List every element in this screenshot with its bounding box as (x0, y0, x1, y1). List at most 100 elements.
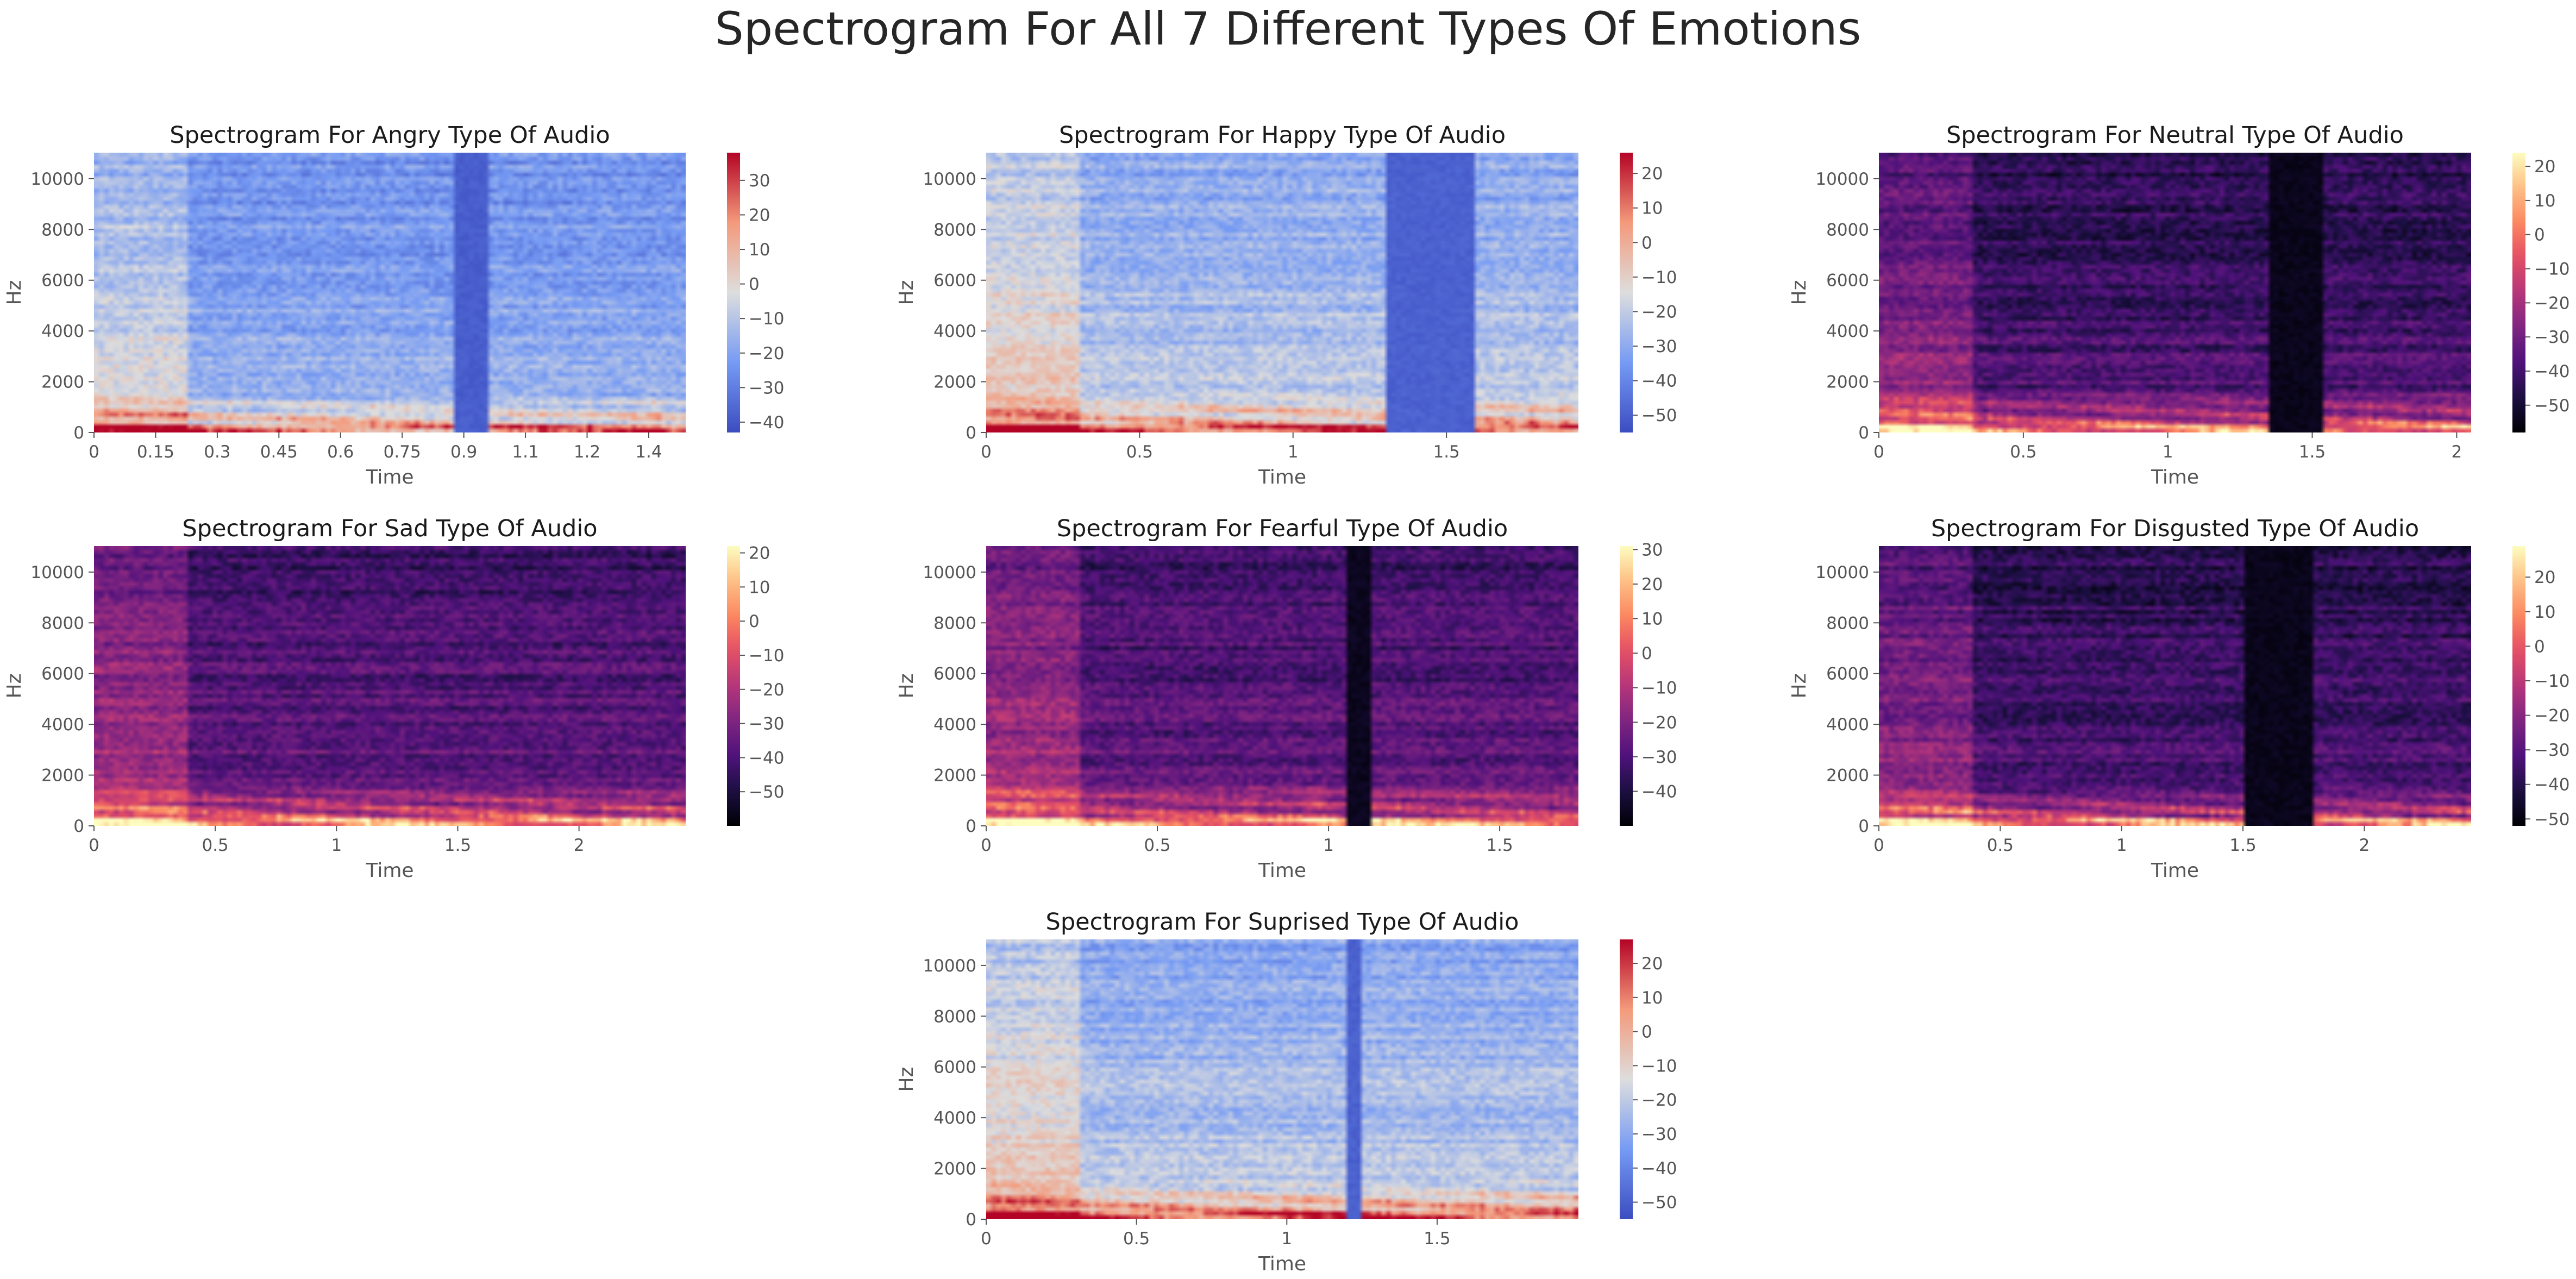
colorbar-tick-label: −20 (749, 344, 784, 363)
colorbar-tick-label: −10 (1641, 679, 1677, 698)
y-tick-label: 6000 (933, 664, 976, 684)
colorbar-tick-label: −40 (1641, 372, 1677, 391)
colorbar-tick-label: −40 (749, 413, 784, 432)
colorbar-tick-label: −40 (2534, 362, 2569, 381)
colorbar-tick-label: −50 (1641, 406, 1677, 425)
spectrogram-panel-6: Spectrogram For Disgusted Type Of Audio 0… (1788, 515, 2569, 882)
y-tick-label: 4000 (933, 715, 976, 735)
colorbar-tick-label: 0 (1641, 233, 1652, 253)
y-tick-label: 2000 (1826, 373, 1869, 392)
colorbar-tick-label: −30 (1641, 337, 1677, 356)
x-tick-label: 1 (1323, 836, 1334, 855)
panel-title: Spectrogram For Angry Type Of Audio (170, 122, 610, 149)
spectrogram-panel-7: Spectrogram For Suprised Type Of Audio 0 0… (895, 908, 1677, 1275)
colorbar-tick-label: −30 (749, 714, 784, 734)
colorbar-tick-label: −30 (749, 378, 784, 398)
x-axis-label: Time (365, 466, 413, 488)
x-tick-label: 0 (981, 836, 992, 855)
colorbar-tick-label: −10 (1641, 1056, 1677, 1076)
x-tick-label: 0 (89, 442, 99, 462)
x-tick-label: 2 (574, 836, 585, 855)
spectrogram-panel-5: Spectrogram For Fearful Type Of Audio 0 0.… (895, 515, 1677, 882)
spectrogram-panel-1: Spectrogram For Angry Type Of Audio 0 0.15… (3, 122, 784, 488)
spectrogram-panel-3: Spectrogram For Neutral Type Of Audio 0 0.… (1788, 122, 2569, 488)
x-tick-label: 0 (89, 836, 99, 855)
y-tick-label: 6000 (1826, 271, 1869, 291)
colorbar-tick-label: −30 (2534, 741, 2569, 760)
colorbar-tick-label: 10 (749, 240, 770, 260)
panel-title: Spectrogram For Neutral Type Of Audio (1946, 122, 2404, 149)
panel-title: Spectrogram For Disgusted Type Of Audio (1931, 515, 2419, 542)
colorbar-tick-label: 20 (1641, 164, 1663, 184)
colorbar-tick-label: 10 (1641, 199, 1663, 218)
colorbar-tick-label: 10 (1641, 610, 1663, 629)
x-axis-label: Time (2151, 860, 2199, 882)
y-tick-label: 8000 (1826, 613, 1869, 633)
x-tick-label: 1 (331, 836, 342, 855)
y-tick-label: 10000 (1815, 170, 1869, 189)
x-axis-label: Time (1258, 860, 1306, 882)
colorbar-tick-label: 20 (2534, 157, 2555, 177)
panel-title: Spectrogram For Fearful Type Of Audio (1057, 515, 1508, 542)
y-axis-label: Hz (895, 1067, 918, 1092)
y-tick-label: 0 (1858, 423, 1869, 443)
y-tick-label: 0 (966, 1210, 976, 1230)
x-tick-label: 0.3 (204, 442, 230, 462)
y-tick-label: 10000 (923, 563, 976, 582)
colorbar-tick-label: −50 (2534, 810, 2569, 829)
panel-title: Spectrogram For Suprised Type Of Audio (1046, 908, 1519, 936)
y-tick-label: 0 (1858, 817, 1869, 836)
colorbar-tick-label: −50 (749, 782, 784, 802)
y-tick-label: 6000 (41, 664, 84, 684)
y-axis-label: Hz (895, 280, 918, 305)
x-tick-label: 1.2 (574, 442, 600, 462)
y-tick-label: 4000 (41, 322, 84, 341)
x-tick-label: 2 (2452, 442, 2462, 462)
y-tick-label: 6000 (41, 271, 84, 291)
x-tick-label: 1.5 (2229, 836, 2256, 855)
spectrogram-heatmap (94, 153, 686, 432)
x-tick-label: 1.5 (2299, 442, 2326, 462)
y-tick-label: 6000 (1826, 664, 1869, 684)
colorbar-tick-label: −30 (1641, 748, 1677, 767)
x-tick-label: 0 (1873, 836, 1884, 855)
y-tick-label: 4000 (41, 715, 84, 735)
colorbar-tick-label: −50 (1641, 1193, 1677, 1213)
colorbar-tick-label: 0 (749, 275, 760, 294)
colorbar-tick-label: 30 (1641, 540, 1663, 560)
spectrogram-heatmap (986, 153, 1578, 432)
x-tick-label: 0.5 (1123, 1229, 1150, 1249)
y-axis-label: Hz (1788, 280, 1810, 305)
colorbar-tick-label: −10 (2534, 672, 2569, 691)
colorbar-tick-label: −20 (1641, 302, 1677, 322)
y-tick-label: 2000 (933, 1159, 976, 1179)
x-tick-label: 0 (981, 442, 992, 462)
colorbar-tick-label: 10 (1641, 988, 1663, 1008)
x-tick-label: 0.5 (1126, 442, 1153, 462)
y-tick-label: 8000 (933, 613, 976, 633)
panel-title: Spectrogram For Happy Type Of Audio (1059, 122, 1506, 149)
y-tick-label: 0 (966, 817, 976, 836)
x-tick-label: 0.45 (260, 442, 298, 462)
y-tick-label: 4000 (1826, 322, 1869, 341)
colorbar (2512, 546, 2525, 826)
colorbar-tick-label: −10 (749, 646, 784, 666)
colorbar-tick-label: 20 (749, 544, 770, 563)
y-tick-label: 4000 (1826, 715, 1869, 735)
y-axis-label: Hz (895, 674, 918, 699)
y-tick-label: 0 (73, 423, 84, 443)
x-tick-label: 1 (2116, 836, 2127, 855)
colorbar (727, 546, 740, 826)
colorbar-tick-label: 0 (2534, 637, 2545, 656)
colorbar-tick-label: 20 (1641, 575, 1663, 594)
y-tick-label: 6000 (933, 1058, 976, 1077)
colorbar-tick-label: −30 (1641, 1125, 1677, 1144)
colorbar-tick-label: 0 (1641, 644, 1652, 663)
y-tick-label: 2000 (1826, 766, 1869, 786)
x-tick-label: 0.5 (1144, 836, 1170, 855)
y-tick-label: 2000 (933, 373, 976, 392)
colorbar (1620, 153, 1633, 432)
y-tick-label: 10000 (923, 170, 976, 189)
x-tick-label: 1 (2163, 442, 2173, 462)
